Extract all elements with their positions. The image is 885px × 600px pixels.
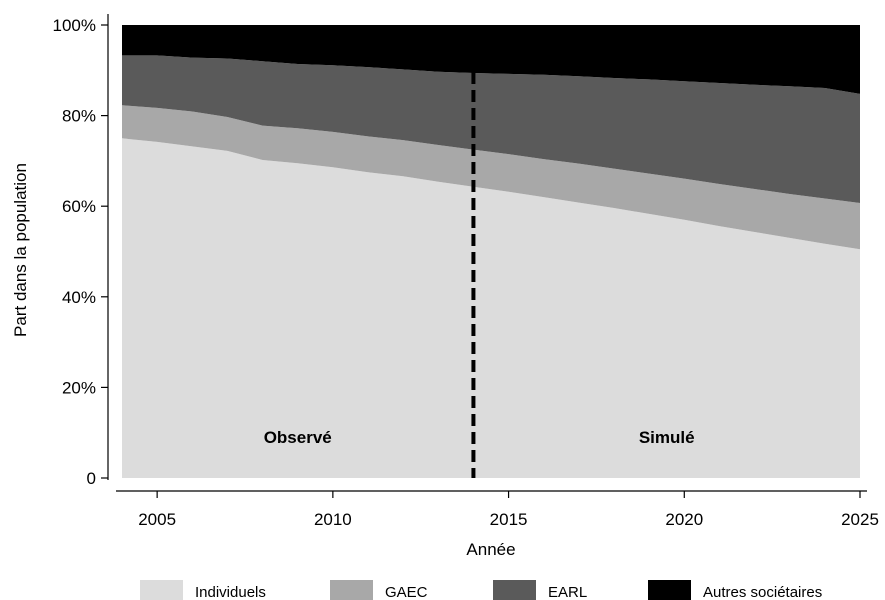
x-axis-title: Année xyxy=(466,540,515,559)
y-axis-title: Part dans la population xyxy=(11,163,30,337)
stacked-areas xyxy=(122,25,860,479)
legend-item: Autres sociétaires xyxy=(648,580,822,600)
axes: 0 20% 40% 60% 80% 100% 2005 2010 2015 2020 2025 xyxy=(53,14,879,529)
y-tick-label: 40% xyxy=(62,288,96,307)
annotations: Observé Simulé xyxy=(264,428,695,447)
area-series-1 xyxy=(122,105,860,250)
legend-label: Autres sociétaires xyxy=(703,584,822,600)
legend-item: EARL xyxy=(493,580,587,600)
y-tick-label: 60% xyxy=(62,197,96,216)
annotation: Observé xyxy=(264,428,332,447)
x-tick-label: 2005 xyxy=(138,510,176,529)
area-series-0 xyxy=(122,138,860,479)
legend-label: Individuels xyxy=(195,584,266,600)
x-tick-label: 2020 xyxy=(665,510,703,529)
x-tick-label: 2015 xyxy=(490,510,528,529)
x-tick-label: 2010 xyxy=(314,510,352,529)
y-tick-label: 80% xyxy=(62,107,96,126)
legend-swatch xyxy=(648,580,691,600)
legend: Individuels GAEC EARL Autres sociétaires xyxy=(140,580,822,600)
y-tick-label: 0 xyxy=(87,469,96,488)
legend-label: EARL xyxy=(548,584,587,600)
x-tick-label: 2025 xyxy=(841,510,879,529)
legend-item: Individuels xyxy=(140,580,266,600)
legend-swatch xyxy=(493,580,536,600)
legend-label: GAEC xyxy=(385,584,428,600)
legend-swatch xyxy=(330,580,373,600)
legend-swatch xyxy=(140,580,183,600)
y-tick-label: 100% xyxy=(53,16,96,35)
area-series-3 xyxy=(122,25,860,94)
legend-item: GAEC xyxy=(330,580,428,600)
area-series-2 xyxy=(122,55,860,204)
y-tick-label: 20% xyxy=(62,378,96,397)
annotation: Simulé xyxy=(639,428,695,447)
